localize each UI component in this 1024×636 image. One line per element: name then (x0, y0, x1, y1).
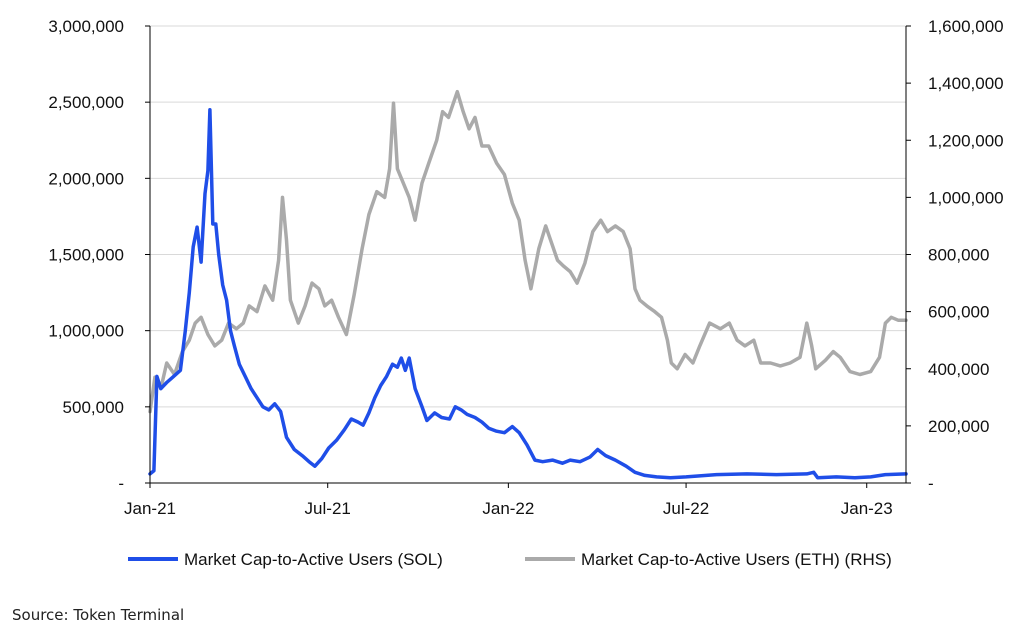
right-tick-label-8: 1,600,000 (928, 17, 1004, 36)
left-tick-label-5: 2,500,000 (48, 93, 124, 112)
legend-item-eth: Market Cap-to-Active Users (ETH) (RHS) (525, 550, 892, 569)
right-tick-label-2: 400,000 (928, 360, 989, 379)
x-axis-ticks: Jan-21 Jul-21 Jan-22 Jul-22 Jan-23 (124, 483, 893, 518)
series-line-eth (148, 89, 908, 414)
gridlines (150, 25, 906, 408)
series-layer (148, 89, 908, 480)
left-tick-label-0: - (118, 474, 124, 493)
right-tick-label-5: 1,000,000 (928, 188, 1004, 207)
x-tick-label-0: Jan-21 (124, 499, 176, 518)
right-tick-label-0: - (928, 474, 934, 493)
series-line-sol (148, 108, 908, 480)
x-tick-label-4: Jan-23 (841, 499, 893, 518)
chart: - 500,000 1,000,000 1,500,000 2,000,000 2,500… (48, 17, 1004, 569)
left-tick-label-3: 1,500,000 (48, 246, 124, 265)
right-tick-label-7: 1,400,000 (928, 74, 1004, 93)
legend-label-eth: Market Cap-to-Active Users (ETH) (RHS) (581, 550, 892, 569)
left-axis-ticks: - 500,000 1,000,000 1,500,000 2,000,000 2,500… (48, 17, 150, 493)
x-tick-label-2: Jan-22 (482, 499, 534, 518)
legend-item-sol: Market Cap-to-Active Users (SOL) (128, 550, 443, 569)
x-tick-label-3: Jul-22 (663, 499, 709, 518)
left-tick-label-6: 3,000,000 (48, 17, 124, 36)
source-note: Source: Token Terminal (12, 606, 185, 624)
legend-label-sol: Market Cap-to-Active Users (SOL) (184, 550, 443, 569)
right-axis-ticks: - 200,000 400,000 600,000 800,000 1,000,000 1,… (906, 17, 1004, 493)
right-tick-label-3: 600,000 (928, 303, 989, 322)
right-tick-label-1: 200,000 (928, 417, 989, 436)
legend: Market Cap-to-Active Users (SOL) Market … (128, 550, 892, 569)
left-tick-label-2: 1,000,000 (48, 322, 124, 341)
left-tick-label-1: 500,000 (63, 398, 124, 417)
right-tick-label-4: 800,000 (928, 246, 989, 265)
x-tick-label-1: Jul-21 (305, 499, 351, 518)
left-tick-label-4: 2,000,000 (48, 169, 124, 188)
right-tick-label-6: 1,200,000 (928, 131, 1004, 150)
